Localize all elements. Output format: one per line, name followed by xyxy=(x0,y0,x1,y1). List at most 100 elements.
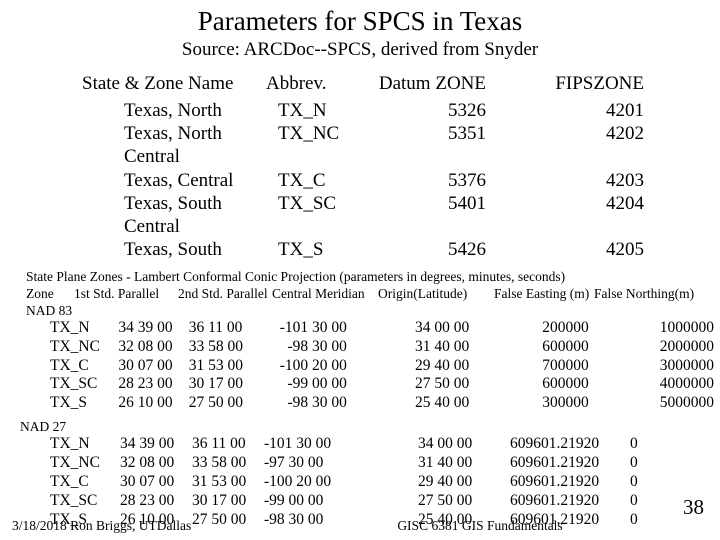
cell: TX_S xyxy=(50,394,118,413)
cell: 26 10 00 xyxy=(118,394,188,413)
cell: 34 39 00 xyxy=(118,319,188,338)
cell: TX_C xyxy=(50,473,120,492)
cell: 25 40 00 xyxy=(357,394,501,413)
table-row: Texas, South CentralTX_SC54014204 xyxy=(0,192,720,238)
cell: 31 53 00 xyxy=(192,473,264,492)
cell: 700000 xyxy=(501,357,595,376)
footer: 3/18/2018 Ron Briggs, UTDallas GISC 6381… xyxy=(12,518,708,534)
col-header: False Northing(m) xyxy=(594,286,714,302)
params-col-headers: Zone 1st Std. Parallel 2nd Std. Parallel… xyxy=(0,286,720,302)
cell: 28 23 00 xyxy=(118,375,188,394)
cell: Texas, South xyxy=(0,238,266,261)
cell: 4000000 xyxy=(595,375,720,394)
cell: 5426 xyxy=(374,238,504,261)
cell: 4203 xyxy=(504,169,654,192)
table-row: TX_NC32 08 0033 58 00-97 30 0031 40 0060… xyxy=(50,454,720,473)
cell: TX_NC xyxy=(50,338,118,357)
table-row: TX_SC28 23 0030 17 00-99 00 0027 50 0060… xyxy=(50,492,720,511)
footer-center: GISC 6381 GIS Fundamentals xyxy=(252,518,708,534)
cell: -98 30 00 xyxy=(259,394,357,413)
cell: 5000000 xyxy=(595,394,720,413)
nad83-label: NAD 83 xyxy=(0,303,720,319)
cell: Texas, Central xyxy=(0,169,266,192)
table-row: Texas, NorthTX_N53264201 xyxy=(0,99,720,122)
table-row: TX_NC32 08 0033 58 00-98 30 0031 40 0060… xyxy=(50,338,720,357)
col-header: FIPSZONE xyxy=(504,73,654,95)
cell: 4202 xyxy=(504,122,654,168)
cell: 33 58 00 xyxy=(192,454,264,473)
cell: 27 50 00 xyxy=(360,492,510,511)
footer-left: 3/18/2018 Ron Briggs, UTDallas xyxy=(12,518,252,534)
cell: Texas, North Central xyxy=(0,122,266,168)
cell: -98 30 00 xyxy=(259,338,357,357)
cell: 30 17 00 xyxy=(192,492,264,511)
col-header: Central Meridian xyxy=(272,286,378,302)
cell: -100 20 00 xyxy=(264,473,360,492)
col-header: Datum ZONE xyxy=(374,73,504,95)
table-row: TX_N34 39 0036 11 00-101 30 0034 00 0060… xyxy=(50,435,720,454)
cell: TX_C xyxy=(266,169,374,192)
cell: 31 40 00 xyxy=(360,454,510,473)
cell: 30 17 00 xyxy=(189,375,259,394)
cell: TX_S xyxy=(266,238,374,261)
col-header: 1st Std. Parallel xyxy=(74,286,178,302)
projection-description: State Plane Zones - Lambert Conformal Co… xyxy=(0,269,720,285)
cell: 29 40 00 xyxy=(360,473,510,492)
cell: -99 00 00 xyxy=(264,492,360,511)
table-row: TX_C30 07 0031 53 00-100 20 0029 40 0070… xyxy=(50,357,720,376)
cell: 31 40 00 xyxy=(357,338,501,357)
cell: TX_NC xyxy=(266,122,374,168)
cell: TX_SC xyxy=(50,375,118,394)
cell: 200000 xyxy=(501,319,595,338)
col-header: Origin(Latitude) xyxy=(378,286,494,302)
col-header: 2nd Std. Parallel xyxy=(178,286,272,302)
cell: -101 30 00 xyxy=(264,435,360,454)
cell: -99 00 00 xyxy=(259,375,357,394)
cell: TX_SC xyxy=(266,192,374,238)
cell: 4201 xyxy=(504,99,654,122)
cell: 33 58 00 xyxy=(189,338,259,357)
zones-table: State & Zone Name Abbrev. Datum ZONE FIP… xyxy=(0,73,720,261)
col-header: False Easting (m) xyxy=(494,286,594,302)
cell: 28 23 00 xyxy=(120,492,192,511)
page-title: Parameters for SPCS in Texas xyxy=(0,0,720,37)
cell: 4204 xyxy=(504,192,654,238)
table-row: Texas, North CentralTX_NC53514202 xyxy=(0,122,720,168)
table-row: Texas, CentralTX_C53764203 xyxy=(0,169,720,192)
col-header: Zone xyxy=(26,286,74,302)
cell: 609601.21920 xyxy=(510,473,630,492)
nad27-label: NAD 27 xyxy=(0,419,720,435)
cell: 0 xyxy=(630,454,670,473)
table-row: Texas, SouthTX_S54264205 xyxy=(0,238,720,261)
cell: 30 07 00 xyxy=(118,357,188,376)
table-row: TX_C30 07 0031 53 00-100 20 0029 40 0060… xyxy=(50,473,720,492)
cell: 36 11 00 xyxy=(189,319,259,338)
cell: 36 11 00 xyxy=(192,435,264,454)
nad27-table: TX_N34 39 0036 11 00-101 30 0034 00 0060… xyxy=(0,435,720,530)
cell: 32 08 00 xyxy=(120,454,192,473)
cell: 5351 xyxy=(374,122,504,168)
cell: 29 40 00 xyxy=(357,357,501,376)
cell: Texas, North xyxy=(0,99,266,122)
cell: TX_N xyxy=(50,435,120,454)
nad83-table: TX_N34 39 0036 11 00-101 30 0034 00 0020… xyxy=(0,319,720,414)
cell: 609601.21920 xyxy=(510,492,630,511)
cell: 27 50 00 xyxy=(357,375,501,394)
cell: 0 xyxy=(630,492,670,511)
table-row: TX_SC28 23 0030 17 00-99 00 0027 50 0060… xyxy=(50,375,720,394)
cell: 609601.21920 xyxy=(510,454,630,473)
cell: 1000000 xyxy=(595,319,720,338)
cell: 32 08 00 xyxy=(118,338,188,357)
cell: 600000 xyxy=(501,375,595,394)
cell: 5376 xyxy=(374,169,504,192)
cell: 609601.21920 xyxy=(510,435,630,454)
cell: 5401 xyxy=(374,192,504,238)
cell: Texas, South Central xyxy=(0,192,266,238)
page-subtitle: Source: ARCDoc--SPCS, derived from Snyde… xyxy=(0,39,720,61)
table-row: TX_N34 39 0036 11 00-101 30 0034 00 0020… xyxy=(50,319,720,338)
col-header: State & Zone Name xyxy=(0,73,266,95)
cell: TX_SC xyxy=(50,492,120,511)
slide: Parameters for SPCS in Texas Source: ARC… xyxy=(0,0,720,540)
cell: 3000000 xyxy=(595,357,720,376)
cell: TX_C xyxy=(50,357,118,376)
